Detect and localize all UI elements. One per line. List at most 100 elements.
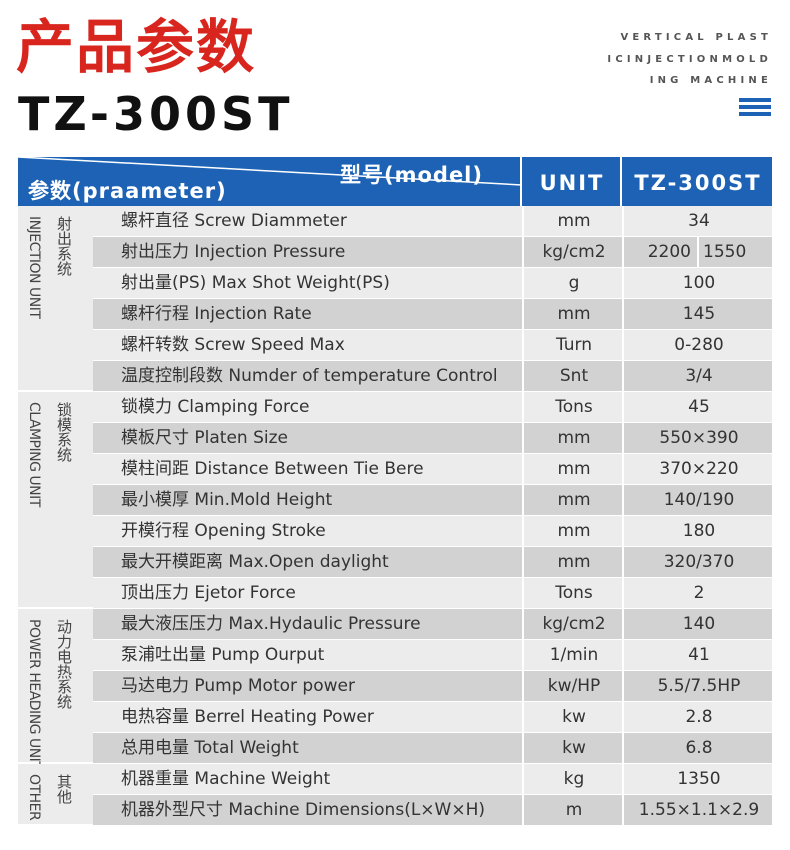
value-header: TZ-300ST xyxy=(620,157,774,206)
param-cell: 螺杆行程 Injection Rate xyxy=(121,304,312,324)
unit-cell: kg/cm2 xyxy=(522,609,624,640)
param-cell: 泵浦吐出量 Pump Ourput xyxy=(121,645,325,665)
param-cell: 模板尺寸 Platen Size xyxy=(121,428,288,448)
table-row: 锁模力 Clamping Force Tons 45 xyxy=(93,392,772,423)
value-cell: 0-280 xyxy=(622,330,774,361)
param-header: 参数(praameter) xyxy=(28,179,227,203)
group-label-en: INJECTION UNIT xyxy=(26,216,42,319)
param-cell: 最大液压压力 Max.Hydaulic Pressure xyxy=(121,614,421,634)
unit-cell: kw/HP xyxy=(522,671,624,702)
value-cell: 2200 xyxy=(622,237,697,268)
param-cell: 机器外型尺寸 Machine Dimensions(L×W×H) xyxy=(121,800,486,820)
group-label-cn: 锁模系统 xyxy=(55,402,73,462)
table-row: 温度控制段数 Numder of temperature Control Snt 3… xyxy=(93,361,772,392)
value-cell: 370×220 xyxy=(622,454,774,485)
model-header: 型号(model) xyxy=(340,163,483,187)
param-cell: 最大开模距离 Max.Open daylight xyxy=(121,552,389,572)
param-cell: 螺杆直径 Screw Diammeter xyxy=(121,211,347,231)
param-cell: 开模行程 Opening Stroke xyxy=(121,521,326,541)
hamburger-icon[interactable] xyxy=(739,98,771,119)
table-row: 最小模厚 Min.Mold Height mm 140/190 xyxy=(93,485,772,516)
group-label: POWER HEADING UNIT 动力电热系统 xyxy=(18,609,93,769)
unit-cell: mm xyxy=(522,485,624,516)
diagonal-divider xyxy=(18,157,522,186)
table-row: 机器重量 Machine Weight kg 1350 xyxy=(93,764,772,795)
value-cell: 41 xyxy=(622,640,774,671)
param-cell: 射出量(PS) Max Shot Weight(PS) xyxy=(121,273,390,293)
group-label: INJECTION UNIT 射出系统 xyxy=(18,206,93,392)
value-cell: 320/370 xyxy=(622,547,774,578)
value-cell: 34 xyxy=(622,206,774,237)
value-cell: 140/190 xyxy=(622,485,774,516)
table-row: 射出压力 Injection Pressure kg/cm2 2200 1550 xyxy=(93,237,772,268)
table-row: 螺杆转数 Screw Speed Max Turn 0-280 xyxy=(93,330,772,361)
table-row: 顶出压力 Ejetor Force Tons 2 xyxy=(93,578,772,609)
group-label: OTHER 其他 xyxy=(18,764,93,826)
value-cell: 45 xyxy=(622,392,774,423)
unit-cell: g xyxy=(522,268,624,299)
group-label-en: OTHER xyxy=(26,774,42,821)
unit-cell: 1/min xyxy=(522,640,624,671)
param-cell: 锁模力 Clamping Force xyxy=(121,397,310,417)
group-label-en: POWER HEADING UNIT xyxy=(26,619,42,770)
value-cell: 180 xyxy=(622,516,774,547)
param-cell: 模柱间距 Distance Between Tie Bere xyxy=(121,459,424,479)
model-title: TZ-300ST xyxy=(18,87,294,141)
param-cell: 机器重量 Machine Weight xyxy=(121,769,331,789)
unit-cell: Tons xyxy=(522,392,624,423)
param-cell: 电热容量 Berrel Heating Power xyxy=(121,707,374,727)
page-title: 产品参数 xyxy=(16,13,257,81)
table-row: 泵浦吐出量 Pump Ourput 1/min 41 xyxy=(93,640,772,671)
unit-cell: Snt xyxy=(522,361,624,392)
param-cell: 总用电量 Total Weight xyxy=(121,738,299,758)
value-cell: 100 xyxy=(622,268,774,299)
table-row: 射出量(PS) Max Shot Weight(PS) g 100 xyxy=(93,268,772,299)
group-label-en: CLAMPING UNIT xyxy=(26,402,42,507)
value-cell: 3/4 xyxy=(622,361,774,392)
unit-cell: Turn xyxy=(522,330,624,361)
group-label: CLAMPING UNIT 锁模系统 xyxy=(18,392,93,609)
value-cell: 550×390 xyxy=(622,423,774,454)
value-cell: 1.55×1.1×2.9 xyxy=(622,795,774,826)
unit-cell: mm xyxy=(522,299,624,330)
tagline-3: ING MACHINE xyxy=(649,75,772,86)
spec-table: 参数(praameter) 型号(model) UNIT TZ-300ST IN… xyxy=(18,157,772,826)
value-cell: 140 xyxy=(622,609,774,640)
unit-cell: kg/cm2 xyxy=(522,237,624,268)
param-cell: 温度控制段数 Numder of temperature Control xyxy=(121,366,498,386)
unit-cell: mm xyxy=(522,516,624,547)
unit-cell: kg xyxy=(522,764,624,795)
unit-cell: kw xyxy=(522,702,624,733)
table-row: 电热容量 Berrel Heating Power kw 2.8 xyxy=(93,702,772,733)
group-label-cn: 射出系统 xyxy=(55,216,73,276)
tagline-2: ICINJECTIONMOLD xyxy=(607,54,772,65)
table-row: 最大液压压力 Max.Hydaulic Pressure kg/cm2 140 xyxy=(93,609,772,640)
unit-cell: mm xyxy=(522,206,624,237)
value-cell: 5.5/7.5HP xyxy=(622,671,774,702)
unit-cell: Tons xyxy=(522,578,624,609)
unit-cell: m xyxy=(522,795,624,826)
table-row: 螺杆直径 Screw Diammeter mm 34 xyxy=(93,206,772,237)
value-cell: 145 xyxy=(622,299,774,330)
value-cell: 1350 xyxy=(622,764,774,795)
value-cell-2: 1550 xyxy=(697,237,772,268)
param-cell: 最小模厚 Min.Mold Height xyxy=(121,490,333,510)
param-cell: 顶出压力 Ejetor Force xyxy=(121,583,296,603)
param-cell: 螺杆转数 Screw Speed Max xyxy=(121,335,345,355)
group-label-cn: 其他 xyxy=(55,774,73,804)
param-cell: 马达电力 Pump Motor power xyxy=(121,676,355,696)
unit-cell: mm xyxy=(522,547,624,578)
unit-header: UNIT xyxy=(520,157,622,206)
value-cell: 2 xyxy=(622,578,774,609)
table-row: 开模行程 Opening Stroke mm 180 xyxy=(93,516,772,547)
table-row: 模板尺寸 Platen Size mm 550×390 xyxy=(93,423,772,454)
table-header: 参数(praameter) 型号(model) UNIT TZ-300ST xyxy=(18,157,772,206)
value-cell: 6.8 xyxy=(622,733,774,764)
table-row: 机器外型尺寸 Machine Dimensions(L×W×H) m 1.55×1.… xyxy=(93,795,772,826)
param-cell: 射出压力 Injection Pressure xyxy=(121,242,346,262)
value-cell: 2.8 xyxy=(622,702,774,733)
table-row: 螺杆行程 Injection Rate mm 145 xyxy=(93,299,772,330)
tagline-1: VERTICAL PLAST xyxy=(620,32,772,43)
table-row: 马达电力 Pump Motor power kw/HP 5.5/7.5HP xyxy=(93,671,772,702)
table-row: 模柱间距 Distance Between Tie Bere mm 370×220 xyxy=(93,454,772,485)
